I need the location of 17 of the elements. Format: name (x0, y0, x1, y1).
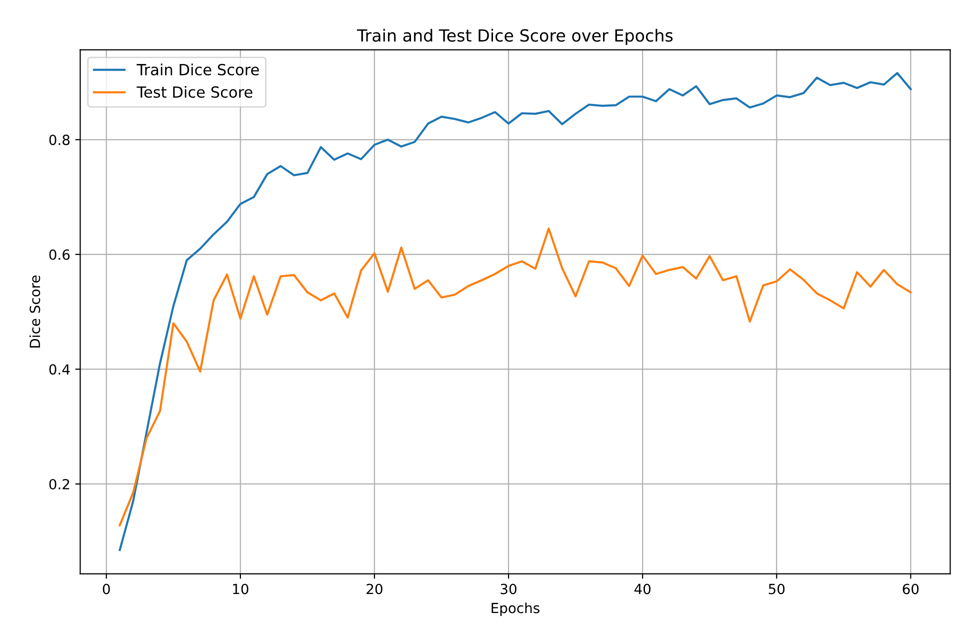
x-tick-label: 50 (768, 584, 785, 594)
y-tick-label: 0.8 (49, 134, 70, 146)
y-axis-title: Dice Score (29, 276, 40, 348)
y-tick-label: 0.2 (49, 478, 70, 490)
x-tick-label: 10 (233, 584, 248, 594)
legend-label: Train Dice Score (136, 64, 259, 76)
x-axis-title: Epochs (492, 602, 540, 616)
line-series (118, 228, 912, 526)
x-tick-label: 0 (102, 584, 110, 594)
chart-title: Train and Test Dice Score over Epochs (356, 28, 673, 45)
x-tick-label: 40 (634, 584, 650, 594)
x-tick-label: 30 (500, 584, 516, 594)
x-tick-label: 20 (366, 584, 382, 594)
y-tick-label: 0.4 (49, 364, 70, 375)
x-tick-label: 60 (902, 584, 919, 594)
legend-label: Test Dice Score (136, 86, 252, 98)
y-tick-label: 0.6 (49, 249, 70, 260)
